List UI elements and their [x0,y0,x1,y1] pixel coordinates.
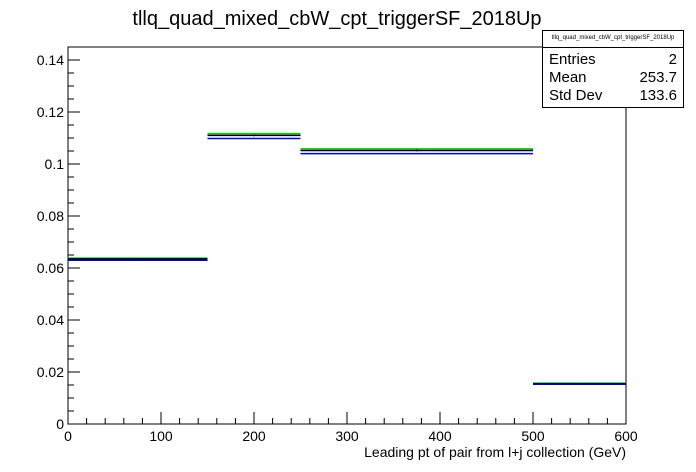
stats-box: tllq_quad_mixed_cbW_cpt_triggerSF_2018Up… [542,30,684,108]
stats-value: 133.6 [639,87,677,104]
x-tick-label: 0 [64,428,72,444]
stats-row-entries: Entries 2 [549,51,677,71]
stats-row-stddev: Std Dev 133.6 [549,87,677,107]
x-tick-label: 600 [614,428,638,444]
stats-value: 2 [668,51,677,68]
x-tick-label: 500 [521,428,545,444]
chart-title: tllq_quad_mixed_cbW_cpt_triggerSF_2018Up [132,8,541,30]
stats-label: Mean [549,69,587,86]
stats-label: Std Dev [549,87,603,104]
stats-divider [543,47,683,48]
stats-title: tllq_quad_mixed_cbW_cpt_triggerSF_2018Up [551,35,675,41]
y-tick-label: 0.12 [37,104,64,120]
x-tick-label: 100 [149,428,173,444]
y-tick-label: 0.06 [37,260,64,276]
stats-label: Entries [549,51,596,68]
y-tick-label: 0.08 [37,208,64,224]
x-tick-label: 200 [242,428,266,444]
y-tick-label: 0.14 [37,52,64,68]
y-tick-label: 0.02 [37,364,64,380]
y-tick-label: 0.04 [37,312,64,328]
x-axis-label: Leading pt of pair from l+j collection (… [364,444,626,460]
x-tick-label: 300 [335,428,359,444]
x-tick-label: 400 [428,428,452,444]
stats-value: 253.7 [639,69,677,86]
y-tick-label: 0 [56,416,64,432]
y-tick-label: 0.1 [45,156,65,172]
stats-row-mean: Mean 253.7 [549,69,677,89]
